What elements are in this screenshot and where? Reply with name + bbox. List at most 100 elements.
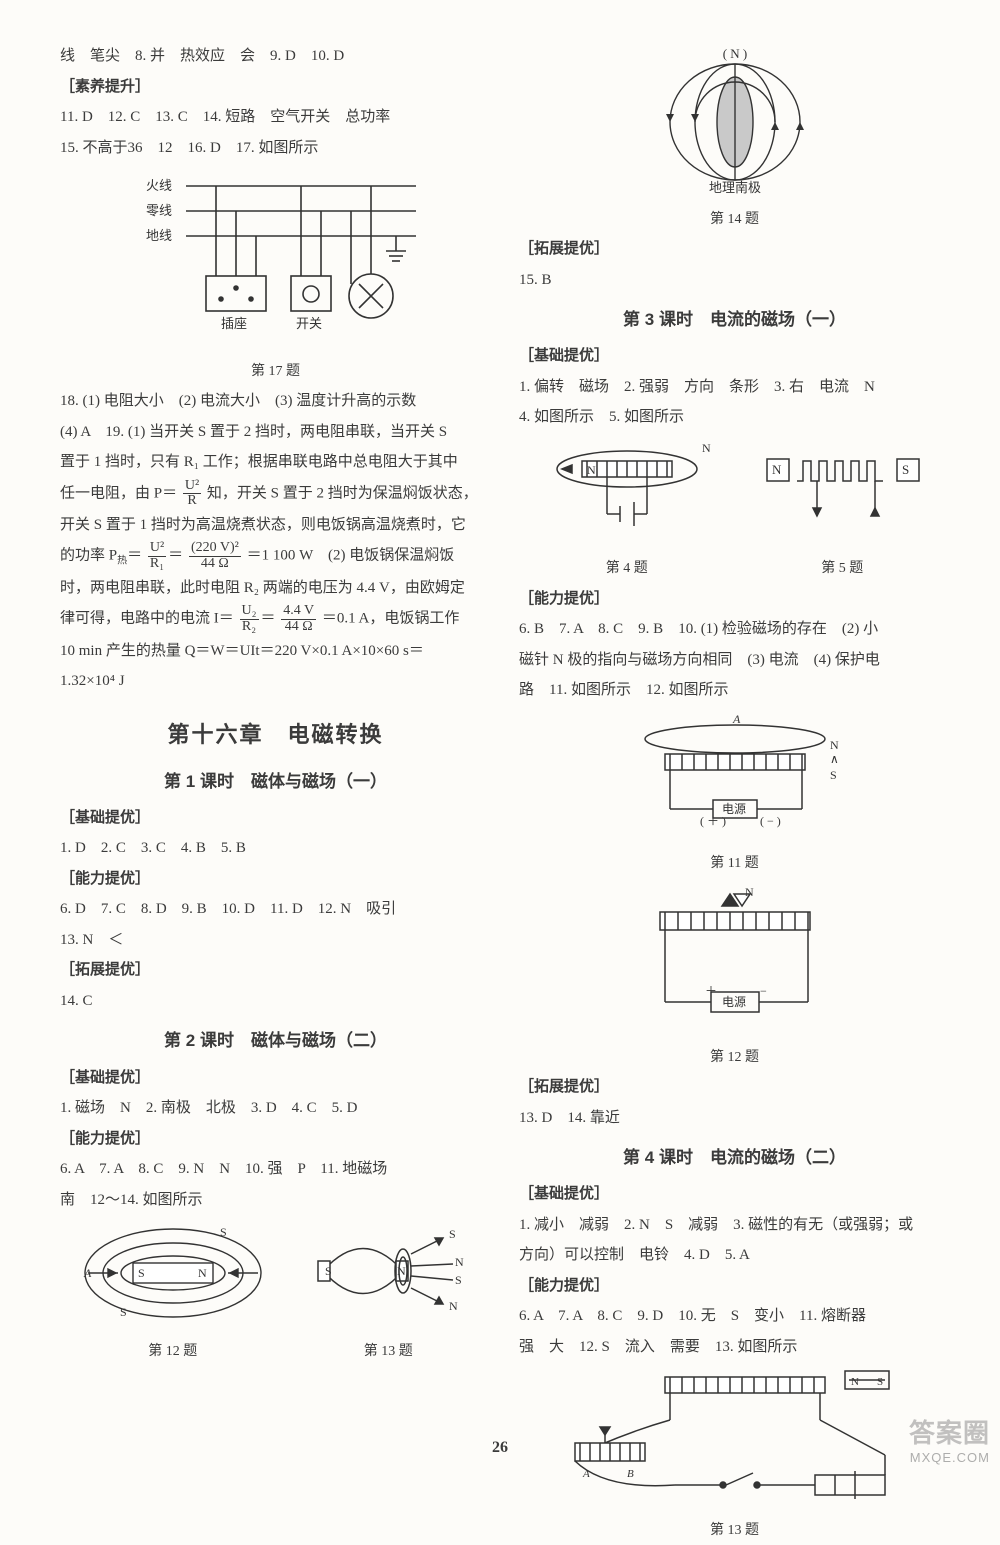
- svg-text:S: S: [449, 1227, 456, 1241]
- text: 时，两电阻串联，此时电阻 R₂ 两端的电压为 4.4 V，由欧姆定: [60, 574, 491, 603]
- text: 15. B: [519, 266, 950, 295]
- text: 11. D 12. C 13. C 14. 短路 空气开关 总功率: [60, 103, 491, 132]
- svg-text:N: N: [449, 1299, 458, 1313]
- fig12-svg: A S N S S: [78, 1216, 268, 1326]
- fig-caption: 第 13 题: [519, 1518, 950, 1545]
- svg-text:∧: ∧: [830, 752, 839, 766]
- text: 磁针 N 极的指向与磁场方向相同 (3) 电流 (4) 保护电: [519, 646, 950, 675]
- text: 南 12～14. 如图所示: [60, 1186, 491, 1215]
- section-label: ［基础提优］: [60, 1064, 491, 1093]
- svg-text:电源: 电源: [722, 995, 746, 1009]
- svg-text:N: N: [587, 463, 596, 477]
- svg-text:B: B: [627, 1468, 634, 1480]
- page: 线 笔尖 8. 并 热效应 会 9. D 10. D ［素养提升］ 11. D …: [0, 0, 1000, 1471]
- svg-text:N: N: [772, 462, 782, 477]
- watermark-line1: 答案圈: [909, 1413, 990, 1450]
- svg-text:N: N: [830, 738, 839, 752]
- section-label: ［能力提优］: [60, 865, 491, 894]
- svg-text:( − ): ( − ): [760, 814, 781, 828]
- chapter-title: 第十六章 电磁转换: [60, 714, 491, 756]
- svg-text:地理南极: 地理南极: [708, 180, 760, 194]
- text: 线 笔尖 8. 并 热效应 会 9. D 10. D: [60, 42, 491, 71]
- svg-text:N: N: [198, 1266, 207, 1280]
- svg-text:N: N: [851, 1376, 859, 1388]
- section-label: ［基础提优］: [519, 342, 950, 371]
- fig14: ( N ) 地理南极 第 14 题: [519, 44, 950, 233]
- svg-text:S: S: [120, 1305, 127, 1319]
- svg-text:A: A: [732, 712, 741, 726]
- text: 13. N ＜: [60, 926, 491, 955]
- fig4-svg: N N: [532, 434, 722, 544]
- svg-text:N: N: [455, 1255, 464, 1269]
- label: 火线: [146, 178, 172, 193]
- text: 18. (1) 电阻大小 (2) 电流大小 (3) 温度计升高的示数: [60, 387, 491, 416]
- fig-caption: 第 12 题: [78, 1339, 268, 1366]
- watermark: 答案圈 MXQE.COM: [909, 1413, 990, 1465]
- svg-text:S: S: [877, 1376, 883, 1388]
- svg-text:电源: 电源: [722, 802, 746, 816]
- two-columns: 线 笔尖 8. 并 热效应 会 9. D 10. D ［素养提升］ 11. D …: [60, 40, 950, 1431]
- text: 路 11. 如图所示 12. 如图所示: [519, 676, 950, 705]
- text: 15. 不高于36 12 16. D 17. 如图所示: [60, 134, 491, 163]
- section-label: ［拓展提优］: [60, 956, 491, 985]
- label: 开关: [296, 316, 322, 331]
- text: 14. C: [60, 987, 491, 1016]
- section-label: ［能力提优］: [519, 585, 950, 614]
- section-title: 第 4 课时 电流的磁场（二）: [519, 1142, 950, 1174]
- section-title: 第 1 课时 磁体与磁场（一）: [60, 766, 491, 798]
- right-column: ( N ) 地理南极 第 14 题 ［拓展提优］ 15. B 第 3 课时 电流…: [519, 40, 950, 1431]
- text: 1. 偏转 磁场 2. 强弱 方向 条形 3. 右 电流 N: [519, 373, 950, 402]
- fig14-svg: ( N ) 地理南极: [640, 44, 830, 194]
- text: 1.32×10⁴ J: [60, 667, 491, 696]
- text: 10 min 产生的热量 Q＝W＝UIt＝220 V×0.1 A×10×60 s…: [60, 637, 491, 666]
- text: 1. D 2. C 3. C 4. B 5. B: [60, 834, 491, 863]
- fig11: A N∧S ( ＋ )( − ) 电源 第 11 题: [519, 709, 950, 878]
- page-number: 26: [0, 1439, 1000, 1457]
- section-label: ［能力提优］: [519, 1272, 950, 1301]
- section-label: ［素养提升］: [60, 73, 491, 102]
- fig12b-svg: N ＋− 电源: [605, 882, 865, 1032]
- fig-caption: 第 17 题: [60, 359, 491, 386]
- fig13b-svg: A B N S: [545, 1365, 925, 1505]
- text: 任一电阻，由 P＝ U²R 知，开关 S 置于 2 挡时为保温焖饭状态，: [60, 479, 491, 509]
- section-label: ［能力提优］: [60, 1125, 491, 1154]
- svg-text:A: A: [83, 1266, 92, 1280]
- text: 开关 S 置于 1 挡时为高温烧煮状态，则电饭锅高温烧煮时，它: [60, 511, 491, 540]
- text: 13. D 14. 靠近: [519, 1104, 950, 1133]
- text: 强 大 12. S 流入 需要 13. 如图所示: [519, 1333, 950, 1362]
- fig4-fig5: N N 第 4 题: [519, 434, 950, 583]
- section-title: 第 2 课时 磁体与磁场（二）: [60, 1025, 491, 1057]
- svg-text:N: N: [397, 1264, 406, 1278]
- fig13-svg: SN SN SN: [303, 1216, 473, 1326]
- svg-text:N: N: [745, 885, 754, 899]
- section-label: ［基础提优］: [519, 1180, 950, 1209]
- label: 地线: [146, 228, 172, 243]
- text: (4) A 19. (1) 当开关 S 置于 2 挡时，两电阻串联，当开关 S: [60, 418, 491, 447]
- svg-text:S: S: [830, 768, 837, 782]
- svg-text:S: S: [325, 1264, 332, 1278]
- text: 1. 减小 减弱 2. N S 减弱 3. 磁性的有无（或强弱；或: [519, 1211, 950, 1240]
- fig-caption: 第 4 题: [532, 556, 722, 583]
- section-label: ［拓展提优］: [519, 235, 950, 264]
- svg-text:S: S: [138, 1266, 145, 1280]
- text: 方向）可以控制 电铃 4. D 5. A: [519, 1241, 950, 1270]
- fig11-svg: A N∧ S ( ＋ ) ( − ) 电源: [605, 709, 865, 839]
- label: 插座: [221, 316, 247, 331]
- fig-caption: 第 13 题: [303, 1339, 473, 1366]
- fig17: 火线 零线 地线 插座 开关 第 17 题: [60, 166, 491, 385]
- section-label: ［拓展提优］: [519, 1073, 950, 1102]
- left-column: 线 笔尖 8. 并 热效应 会 9. D 10. D ［素养提升］ 11. D …: [60, 40, 491, 1431]
- svg-text:( N ): ( N ): [722, 46, 747, 61]
- svg-text:N: N: [702, 441, 711, 455]
- watermark-line2: MXQE.COM: [909, 1450, 990, 1465]
- fig17-svg: 火线 零线 地线 插座 开关: [116, 166, 436, 346]
- fig-caption: 第 5 题: [747, 556, 937, 583]
- text: 的功率 P热＝ U²R₁＝ (220 V)²44 Ω ＝1 100 W (2) …: [60, 541, 491, 571]
- svg-text:S: S: [220, 1225, 227, 1239]
- section-label: ［基础提优］: [60, 804, 491, 833]
- text: 6. A 7. A 8. C 9. N N 10. 强 P 11. 地磁场: [60, 1155, 491, 1184]
- svg-text:( ＋ ): ( ＋ ): [700, 814, 726, 828]
- svg-text:A: A: [582, 1468, 590, 1480]
- text: 6. A 7. A 8. C 9. D 10. 无 S 变小 11. 熔断器: [519, 1302, 950, 1331]
- text: 4. 如图所示 5. 如图所示: [519, 403, 950, 432]
